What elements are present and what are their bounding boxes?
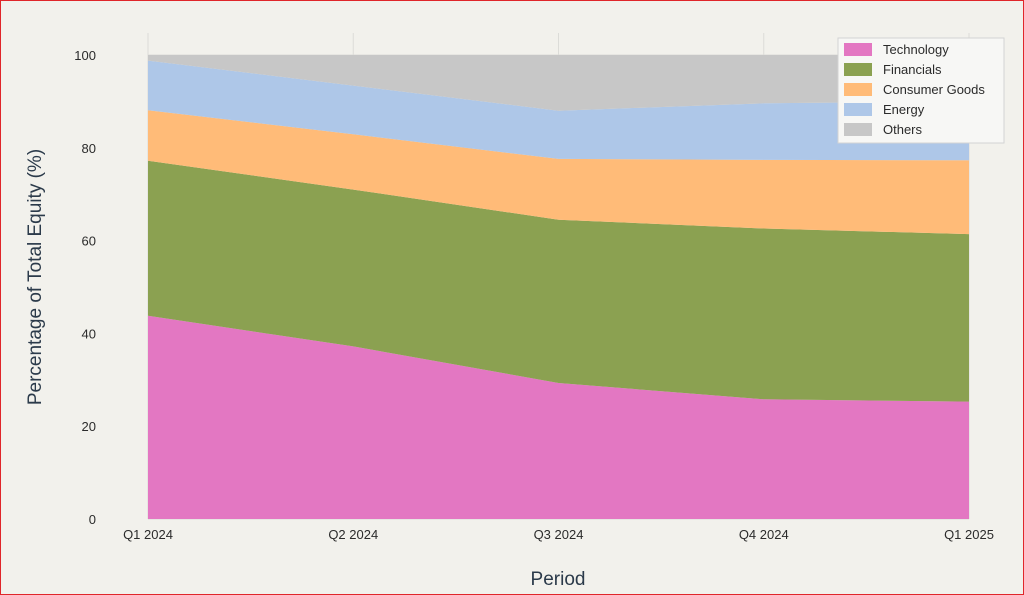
area-others bbox=[148, 55, 969, 111]
x-axis-title: Period bbox=[531, 569, 586, 590]
area-technology bbox=[148, 315, 969, 519]
x-tick-label: Q2 2024 bbox=[328, 527, 378, 542]
x-tick-label: Q1 2025 bbox=[944, 527, 994, 542]
y-axis-title: Percentage of Total Equity (%) bbox=[25, 149, 46, 405]
area-financials bbox=[148, 160, 969, 402]
legend: Technology Financials Consumer Goods Energy… bbox=[837, 37, 1005, 144]
area-energy bbox=[148, 60, 969, 161]
legend-label: Technology bbox=[883, 42, 949, 57]
area-series-group bbox=[148, 55, 969, 519]
x-axis-ticks: Q1 2024 Q2 2024 Q3 2024 Q4 2024 Q1 2025 bbox=[123, 527, 994, 542]
y-tick-label: 20 bbox=[82, 419, 96, 434]
y-tick-label: 40 bbox=[82, 326, 96, 341]
y-axis-ticks: 0 20 40 60 80 100 bbox=[74, 48, 96, 527]
legend-label: Energy bbox=[883, 102, 925, 117]
x-tick-label: Q3 2024 bbox=[534, 527, 584, 542]
legend-label: Financials bbox=[883, 62, 942, 77]
x-tick-label: Q4 2024 bbox=[739, 527, 789, 542]
legend-label: Others bbox=[883, 122, 923, 137]
legend-swatch bbox=[844, 43, 872, 56]
legend-swatch bbox=[844, 83, 872, 96]
area-consumer-goods bbox=[148, 110, 969, 235]
legend-swatch bbox=[844, 123, 872, 136]
legend-swatch bbox=[844, 63, 872, 76]
y-tick-label: 0 bbox=[89, 512, 96, 527]
legend-swatch bbox=[844, 103, 872, 116]
y-tick-label: 100 bbox=[74, 48, 96, 63]
y-tick-label: 60 bbox=[82, 234, 96, 249]
y-tick-label: 80 bbox=[82, 141, 96, 156]
legend-label: Consumer Goods bbox=[883, 82, 985, 97]
x-tick-label: Q1 2024 bbox=[123, 527, 173, 542]
